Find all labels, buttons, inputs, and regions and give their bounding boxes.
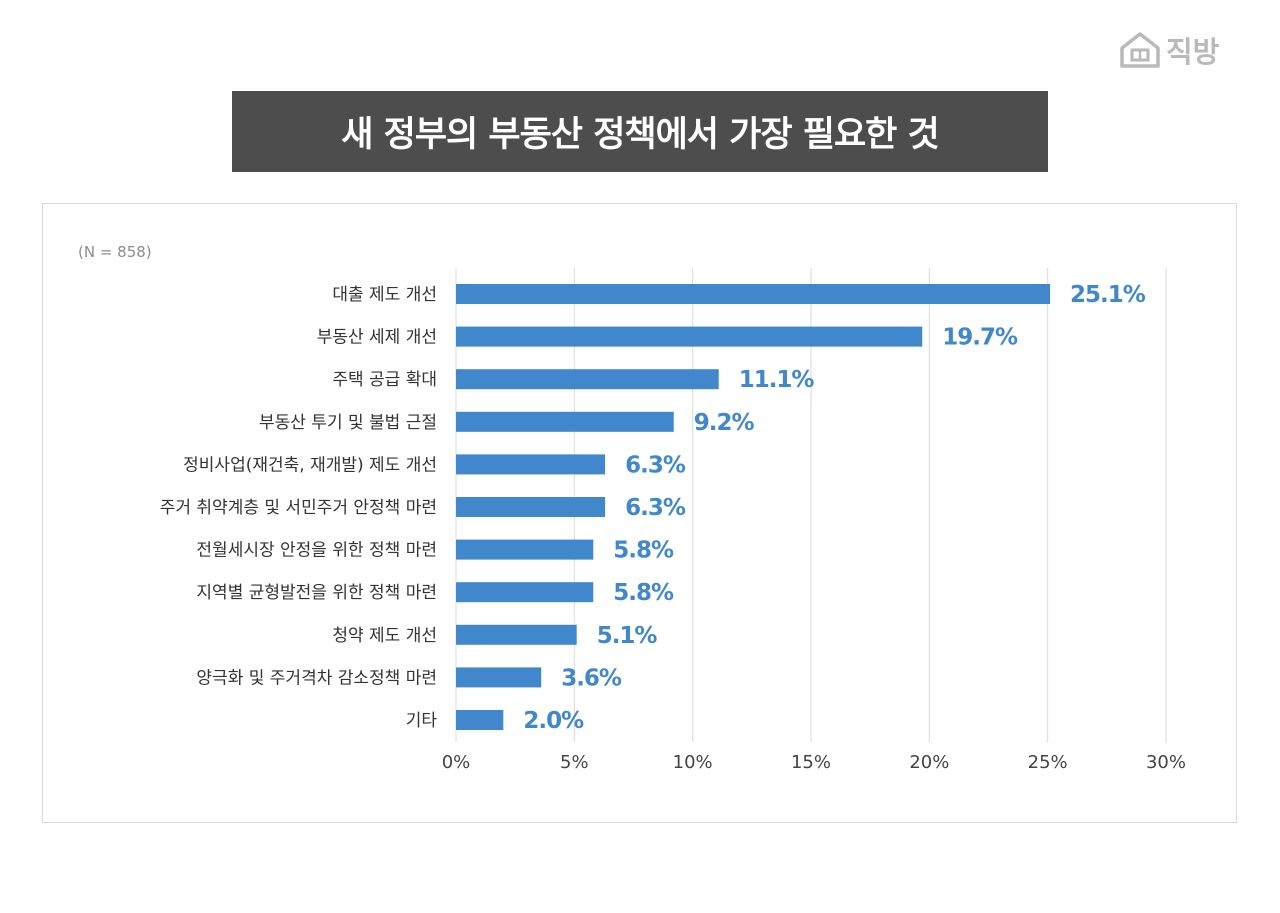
data-label: 6.3% — [625, 495, 686, 521]
bar — [456, 497, 606, 517]
category-label: 지역별 균형발전을 위한 정책 마련 — [196, 583, 437, 603]
bar — [456, 284, 1051, 304]
bar — [456, 369, 719, 390]
bar — [456, 710, 504, 730]
sample-size-note: (N = 858) — [78, 243, 152, 261]
data-label: 6.3% — [625, 452, 686, 478]
chart-panel — [42, 203, 1237, 823]
x-tick-label: 30% — [1146, 752, 1186, 773]
x-tick-label: 25% — [1028, 752, 1068, 773]
category-label: 부동산 세제 개선 — [317, 328, 437, 348]
category-label: 주택 공급 확대 — [332, 370, 437, 390]
bar — [456, 539, 594, 560]
bar — [456, 624, 577, 645]
x-tick-label: 20% — [909, 752, 949, 773]
data-label: 3.6% — [561, 665, 622, 691]
data-label: 2.0% — [523, 708, 584, 734]
house-logo-icon — [1120, 32, 1160, 68]
bar — [456, 582, 594, 603]
category-label: 대출 제도 개선 — [332, 285, 437, 305]
brand-logo: 직방 — [1118, 26, 1240, 74]
x-tick-label: 15% — [791, 752, 831, 773]
category-label: 부동산 투기 및 불법 근절 — [259, 413, 437, 433]
x-tick-label: 5% — [560, 752, 589, 773]
category-label: 전월세시장 안정을 위한 정책 마련 — [196, 541, 437, 561]
x-tick-label: 0% — [442, 752, 471, 773]
category-label: 주거 취약계층 및 서민주거 안정책 마련 — [160, 498, 437, 518]
data-label: 9.2% — [694, 410, 755, 436]
category-label: 양극화 및 주거격차 감소정책 마련 — [196, 668, 437, 688]
data-label: 25.1% — [1070, 282, 1146, 308]
category-label: 정비사업(재건축, 재개발) 제도 개선 — [183, 455, 437, 475]
bar — [456, 454, 606, 475]
data-label: 5.8% — [613, 580, 674, 606]
x-tick-label: 10% — [673, 752, 713, 773]
data-label: 5.8% — [613, 538, 674, 564]
category-label: 기타 — [406, 711, 438, 731]
bar — [456, 667, 542, 688]
brand-name: 직방 — [1166, 35, 1220, 69]
data-label: 11.1% — [739, 367, 815, 393]
page-title: 새 정부의 부동산 정책에서 가장 필요한 것 — [232, 91, 1048, 172]
bar — [456, 326, 923, 347]
data-label: 5.1% — [597, 623, 658, 649]
data-label: 19.7% — [942, 325, 1018, 351]
bar — [456, 411, 674, 432]
category-label: 청약 제도 개선 — [332, 626, 437, 646]
